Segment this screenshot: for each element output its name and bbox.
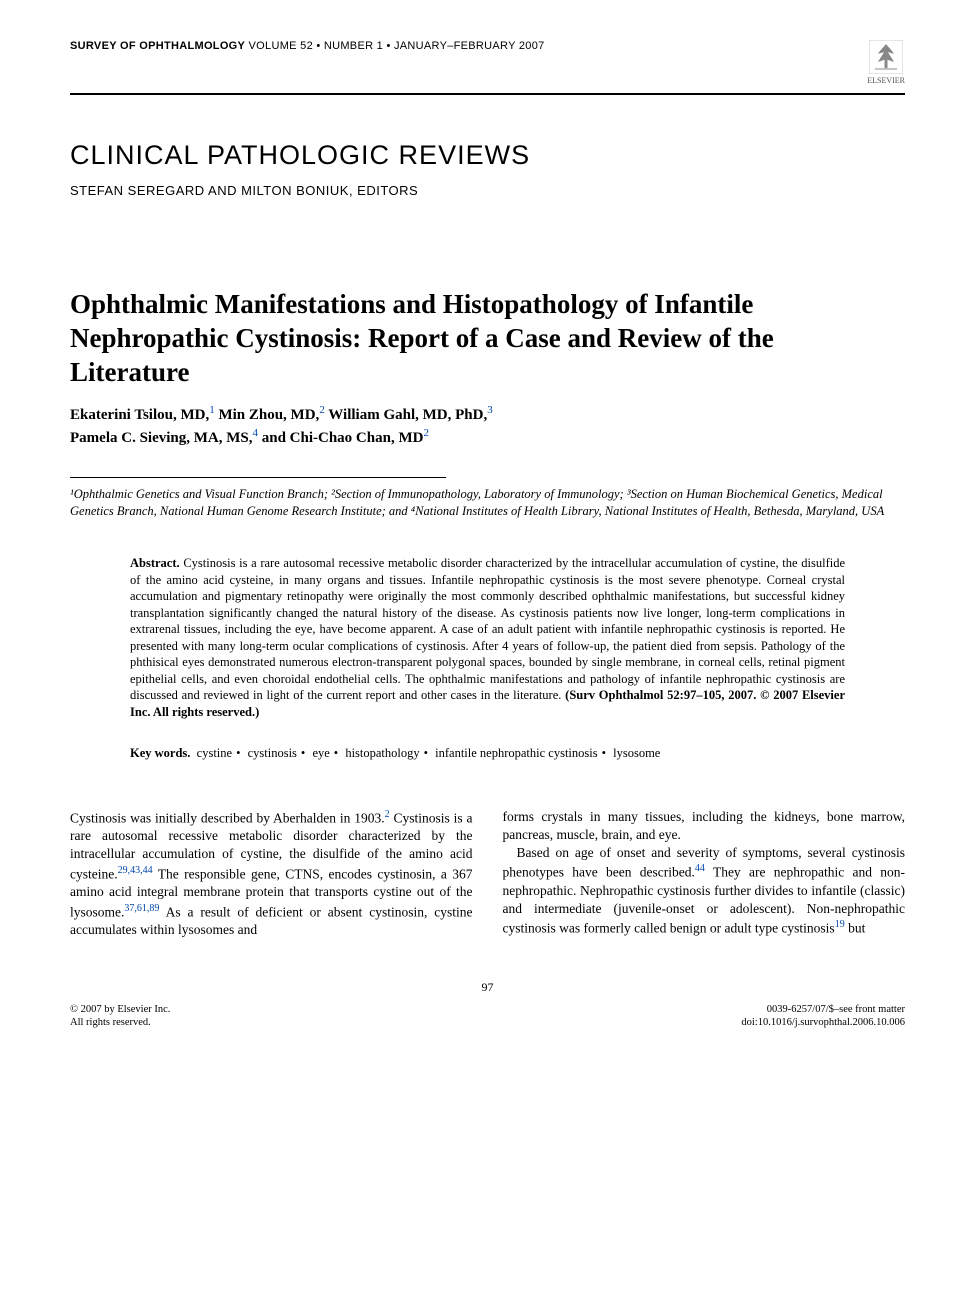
paragraph: Based on age of onset and severity of sy… [503,844,906,938]
affiliation-rule [70,477,446,478]
journal-info: SURVEY OF OPHTHALMOLOGY VOLUME 52 • NUMB… [70,40,545,52]
page-number: 97 [70,980,905,995]
journal-name: SURVEY OF OPHTHALMOLOGY [70,40,245,52]
doi[interactable]: doi:10.1016/j.survophthal.2006.10.006 [741,1016,905,1030]
abstract-text: Cystinosis is a rare autosomal recessive… [130,556,845,702]
keywords-label: Key words. [130,746,190,760]
doi-block: 0039-6257/07/$–see front matter doi:10.1… [741,1003,905,1030]
elsevier-tree-icon [869,40,903,74]
copyright: © 2007 by Elsevier Inc. All rights reser… [70,1003,170,1030]
citation-ref[interactable]: 37,61,89 [124,903,159,914]
paragraph: Cystinosis was initially described by Ab… [70,808,473,940]
authors-block: Ekaterini Tsilou, MD,1 Min Zhou, MD,2 Wi… [70,403,905,449]
article-title: Ophthalmic Manifestations and Histopatho… [70,288,830,389]
column-right: forms crystals in many tissues, includin… [503,808,906,940]
author: and Chi-Chao Chan, MD2 [262,430,429,446]
keyword: lysosome [613,746,660,760]
page-header: SURVEY OF OPHTHALMOLOGY VOLUME 52 • NUMB… [70,40,905,85]
keywords: Key words. cystine• cystinosis• eye• his… [130,745,845,763]
abstract-label: Abstract. [130,556,180,570]
column-left: Cystinosis was initially described by Ab… [70,808,473,940]
author: Min Zhou, MD,2 [218,407,324,423]
author: William Gahl, MD, PhD,3 [328,407,492,423]
keyword: histopathology [345,746,419,760]
publisher-logo: ELSEVIER [867,40,905,85]
body-text: Cystinosis was initially described by Ab… [70,808,905,940]
affiliations: ¹Ophthalmic Genetics and Visual Function… [70,486,905,520]
volume-issue: VOLUME 52 • NUMBER 1 • JANUARY–FEBRUARY … [249,40,545,52]
citation-ref[interactable]: 44 [695,863,705,874]
section-name: CLINICAL PATHOLOGIC REVIEWS [70,140,905,171]
keyword: cystinosis [248,746,297,760]
keyword: infantile nephropathic cystinosis [435,746,597,760]
paragraph: forms crystals in many tissues, includin… [503,808,906,844]
section-editors: STEFAN SEREGARD AND MILTON BONIUK, EDITO… [70,183,905,198]
keyword: cystine [197,746,232,760]
citation-ref[interactable]: 19 [835,919,845,930]
author: Ekaterini Tsilou, MD,1 [70,407,215,423]
publisher-name: ELSEVIER [867,76,905,85]
abstract: Abstract. Cystinosis is a rare autosomal… [130,555,845,720]
keyword: eye [312,746,329,760]
page-footer: © 2007 by Elsevier Inc. All rights reser… [70,1003,905,1030]
author: Pamela C. Sieving, MA, MS,4 [70,430,258,446]
header-rule [70,93,905,95]
citation-ref[interactable]: 29,43,44 [118,865,153,876]
